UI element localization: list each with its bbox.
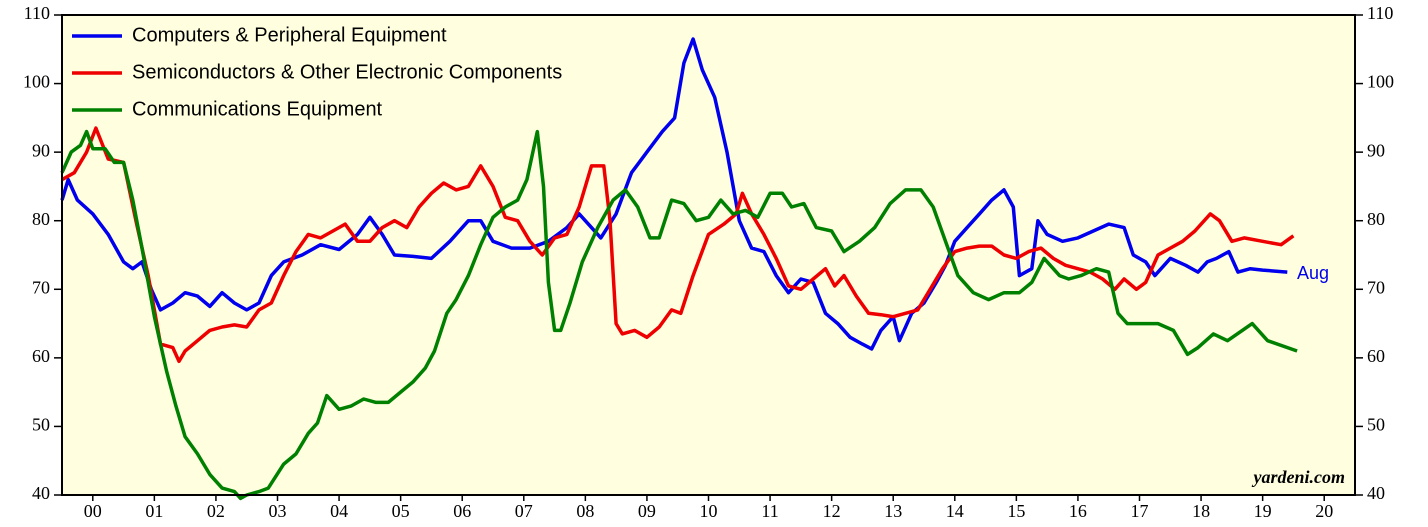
x-tick-label: 02 (207, 501, 225, 521)
series-line (61, 126, 1295, 364)
x-tick-label: 03 (269, 501, 287, 521)
legend: Computers & Peripheral Equipment Semicond… (72, 24, 562, 120)
x-tick-label: 14 (946, 501, 964, 521)
y2-tick-label: 100 (1367, 72, 1394, 92)
y2-tick-label: 90 (1367, 140, 1385, 160)
legend-label: Semiconductors & Other Electronic Compon… (132, 61, 562, 83)
x-tick-label: 00 (84, 501, 102, 521)
y-tick-label: 50 (32, 415, 50, 435)
legend-label: Communications Equipment (132, 98, 383, 120)
x-tick-label: 05 (392, 501, 410, 521)
y2-tick-label: 80 (1367, 209, 1385, 229)
x-tick-label: 16 (1069, 501, 1087, 521)
y-tick-label: 40 (32, 483, 50, 503)
legend-label: Computers & Peripheral Equipment (132, 24, 447, 46)
x-tick-label: 01 (145, 501, 163, 521)
y-tick-label: 80 (32, 209, 50, 229)
y-tick-label: 90 (32, 140, 50, 160)
x-tick-label: 06 (453, 501, 471, 521)
x-tick-label: 18 (1192, 501, 1210, 521)
x-tick-label: 07 (515, 501, 533, 521)
y2-tick-label: 110 (1367, 3, 1393, 23)
x-tick-label: 17 (1131, 501, 1149, 521)
y2-tick-label: 40 (1367, 483, 1385, 503)
x-tick-label: 19 (1254, 501, 1272, 521)
x-tick-label: 11 (761, 501, 778, 521)
y-tick-label: 110 (24, 3, 50, 23)
series-line (60, 129, 1298, 501)
y2-tick-label: 70 (1367, 277, 1385, 297)
x-tick-label: 08 (576, 501, 594, 521)
y-tick-label: 70 (32, 277, 50, 297)
x-tick-label: 09 (638, 501, 656, 521)
y-tick-label: 60 (32, 346, 50, 366)
x-tick-label: 10 (700, 501, 718, 521)
x-tick-label: 13 (884, 501, 902, 521)
y2-tick-label: 50 (1367, 415, 1385, 435)
series-lines (60, 37, 1298, 501)
x-tick-label: 20 (1315, 501, 1333, 521)
plot-background (62, 15, 1355, 495)
x-tick-label: 12 (823, 501, 841, 521)
y2-tick-label: 60 (1367, 346, 1385, 366)
end-label: Aug (1297, 263, 1329, 283)
y-tick-label: 100 (23, 72, 50, 92)
x-tick-label: 15 (1007, 501, 1025, 521)
source-note: yardeni.com (1252, 467, 1346, 487)
series-line (60, 37, 1288, 351)
x-tick-label: 04 (330, 501, 348, 521)
plot-frame (61, 14, 1356, 496)
